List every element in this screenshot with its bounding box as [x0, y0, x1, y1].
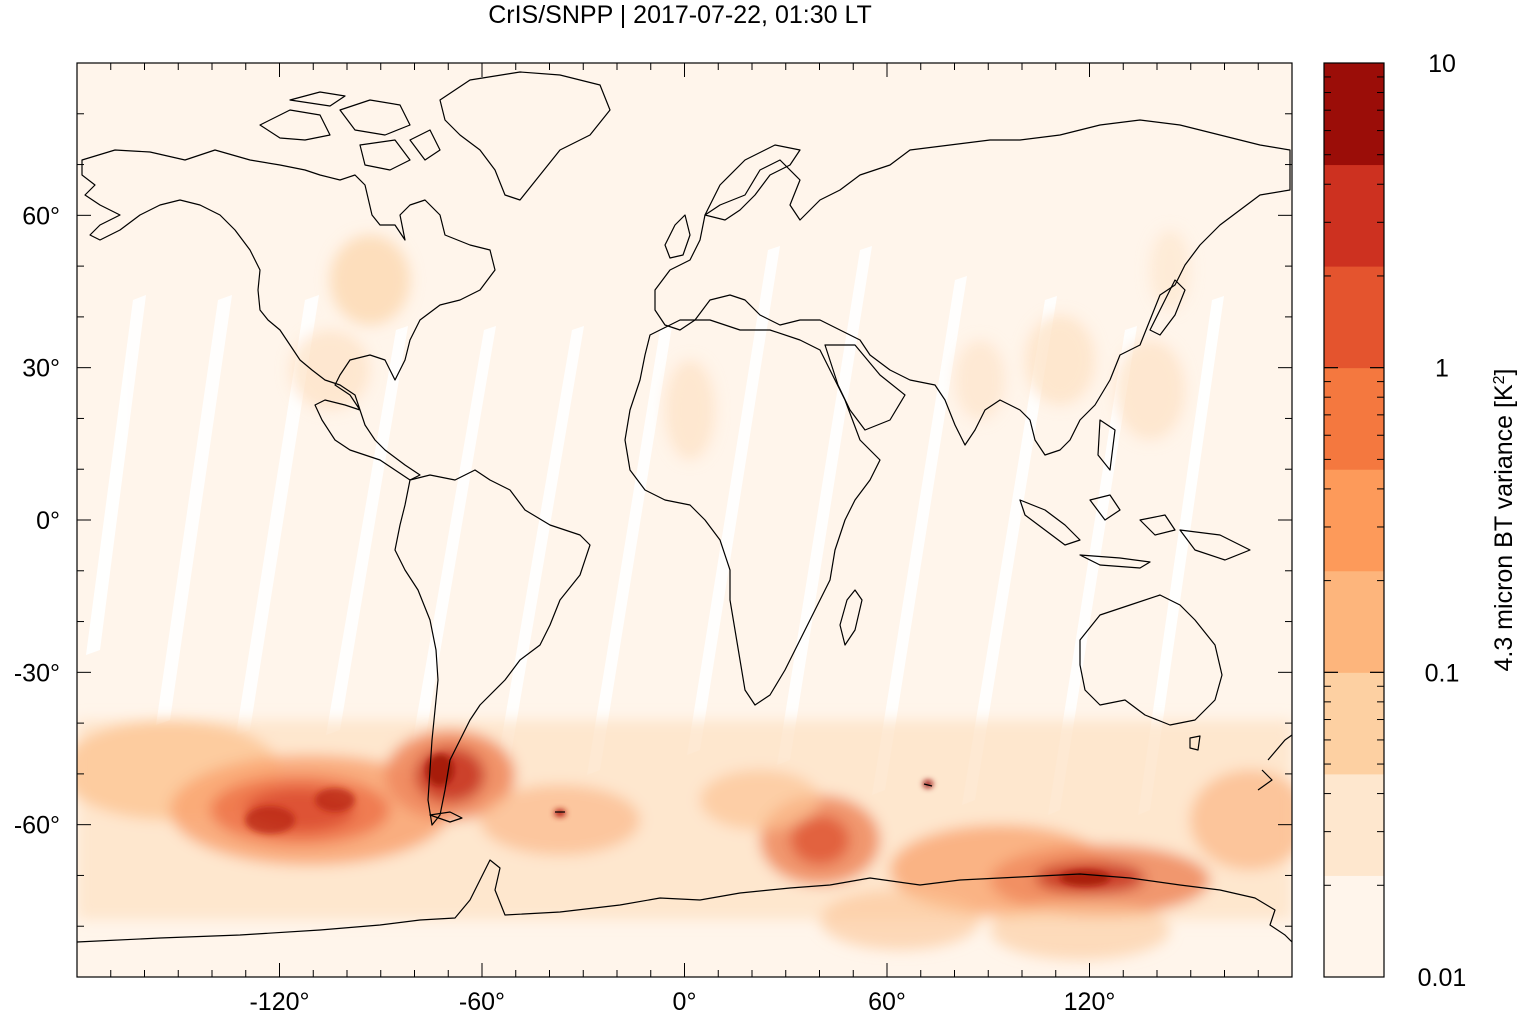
coast-scandinavia — [704, 144, 801, 221]
axis-ticks — [77, 63, 1292, 977]
x-tick-label: -60° — [459, 988, 505, 1016]
coast-kerguelen — [923, 783, 933, 787]
colorbar-segment — [1324, 672, 1384, 775]
colorbar-tick-label: 1 — [1435, 355, 1449, 383]
sh-hotspots — [245, 754, 1110, 886]
coast-uk — [664, 214, 691, 259]
axis-labels: -120° -60° 0° 60° 120° 60° 30° 0° -30° -60° — [14, 202, 1116, 1016]
colorbar-segment — [1324, 570, 1384, 673]
colorbar — [1323, 62, 1385, 978]
coast-tierra-del-fuego — [429, 811, 463, 823]
y-tick-label: -60° — [14, 812, 60, 840]
coast-north-america — [81, 149, 496, 481]
colorbar-tick-label: 0.01 — [1418, 964, 1467, 992]
colorbar-ticks — [1324, 62, 1384, 978]
coast-indonesia — [1019, 419, 1251, 569]
coast-madagascar — [839, 589, 863, 646]
colorbar-labels: 10 1 0.1 0.01 — [1418, 50, 1467, 992]
variance-field — [77, 230, 1292, 960]
colorbar-tick-label: 0.1 — [1425, 659, 1460, 687]
coast-tasmania — [1189, 735, 1201, 751]
colorbar-segment — [1324, 367, 1384, 470]
coast-africa — [624, 319, 881, 706]
colorbar-segment — [1324, 266, 1384, 369]
colorbar-segment — [1324, 469, 1384, 572]
colorbar-segment — [1324, 875, 1384, 978]
x-tick-label: 0° — [673, 988, 697, 1016]
colorbar-segment — [1324, 63, 1384, 166]
x-tick-label: 120° — [1064, 988, 1116, 1016]
coast-new-zealand — [1257, 734, 1292, 791]
coast-australia — [1079, 594, 1223, 726]
coastlines — [77, 71, 1292, 943]
coast-arabia — [824, 344, 906, 431]
chart-title: CrIS/SNPP | 2017-07-22, 01:30 LT — [488, 1, 872, 29]
nh-patches — [290, 230, 1190, 460]
colorbar-segment — [1324, 164, 1384, 267]
coast-greenland — [439, 71, 611, 201]
colorbar-frame — [1323, 62, 1385, 978]
colorbar-title: 4.3 micron BT variance [K2] — [1490, 368, 1518, 671]
orbit-gaps — [86, 246, 1224, 815]
coast-arctic-islands — [259, 91, 441, 171]
x-tick-label: 60° — [868, 988, 906, 1016]
coast-japan — [1149, 279, 1186, 336]
colorbar-tick-label: 10 — [1428, 50, 1456, 78]
coast-antarctica — [77, 859, 1292, 943]
y-tick-label: 0° — [36, 507, 60, 535]
x-tick-label: -120° — [249, 988, 309, 1016]
colorbar-segment — [1324, 773, 1384, 876]
y-tick-label: -30° — [14, 659, 60, 687]
y-tick-label: 30° — [22, 355, 60, 383]
y-tick-label: 60° — [22, 202, 60, 230]
coast-south-america — [394, 469, 591, 826]
coast-eurasia — [654, 119, 1291, 456]
